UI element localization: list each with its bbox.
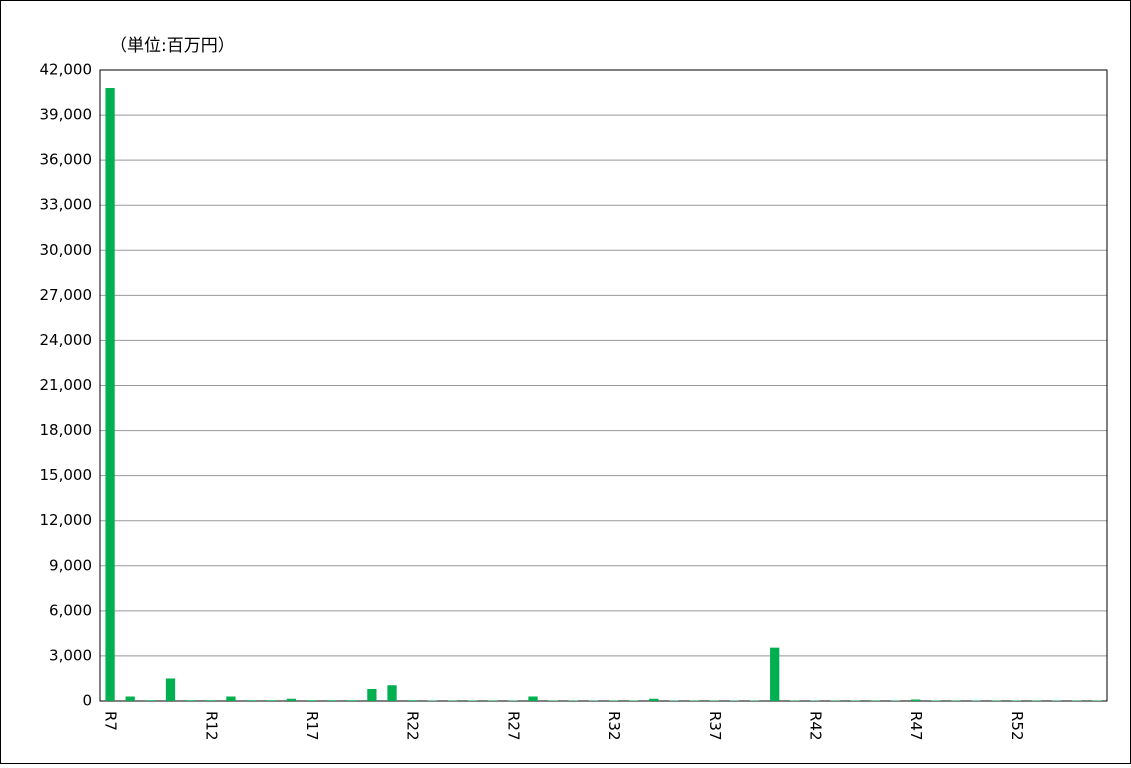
x-tick-label: R32: [605, 711, 623, 741]
x-tick-label: R37: [706, 711, 724, 741]
y-tick-label: 18,000: [40, 421, 93, 439]
x-tick-label: R47: [907, 711, 925, 741]
y-tick-label: 0: [82, 692, 92, 710]
unit-label: （単位:百万円）: [110, 36, 235, 56]
x-tick-label: R22: [404, 711, 422, 741]
x-tick-label: R42: [806, 711, 824, 741]
bar: [327, 700, 336, 701]
bar: [911, 699, 920, 701]
bar: [146, 700, 155, 701]
y-tick-label: 36,000: [40, 151, 93, 169]
bar: [649, 699, 658, 701]
x-tick-label: R52: [1008, 711, 1026, 741]
y-tick-label: 6,000: [49, 601, 92, 619]
x-tick-label: R17: [303, 711, 321, 741]
bar: [387, 685, 396, 701]
y-tick-label: 30,000: [40, 241, 93, 259]
bar: [105, 88, 114, 701]
bar: [408, 700, 417, 701]
bar: [347, 700, 356, 701]
bar: [246, 700, 255, 701]
bar: [770, 648, 779, 701]
y-tick-label: 33,000: [40, 196, 93, 214]
x-tick-label: R27: [504, 711, 522, 741]
x-tick-label: R7: [102, 711, 120, 731]
bar: [206, 700, 215, 701]
y-tick-label: 21,000: [40, 376, 93, 394]
bar: [166, 678, 175, 701]
y-tick-label: 39,000: [40, 106, 93, 124]
bar: [367, 689, 376, 701]
y-tick-label: 9,000: [49, 556, 92, 574]
y-tick-label: 15,000: [40, 466, 93, 484]
bar: [186, 700, 195, 701]
bar: [307, 700, 316, 701]
bar: [267, 700, 276, 701]
bar: [528, 696, 537, 701]
y-tick-label: 42,000: [40, 61, 93, 79]
y-tick-label: 12,000: [40, 511, 93, 529]
y-tick-label: 3,000: [49, 646, 92, 664]
bar: [287, 699, 296, 701]
x-tick-label: R12: [202, 711, 220, 741]
y-tick-label: 27,000: [40, 286, 93, 304]
bar: [226, 696, 235, 701]
y-tick-label: 24,000: [40, 331, 93, 349]
bar: [126, 696, 135, 701]
